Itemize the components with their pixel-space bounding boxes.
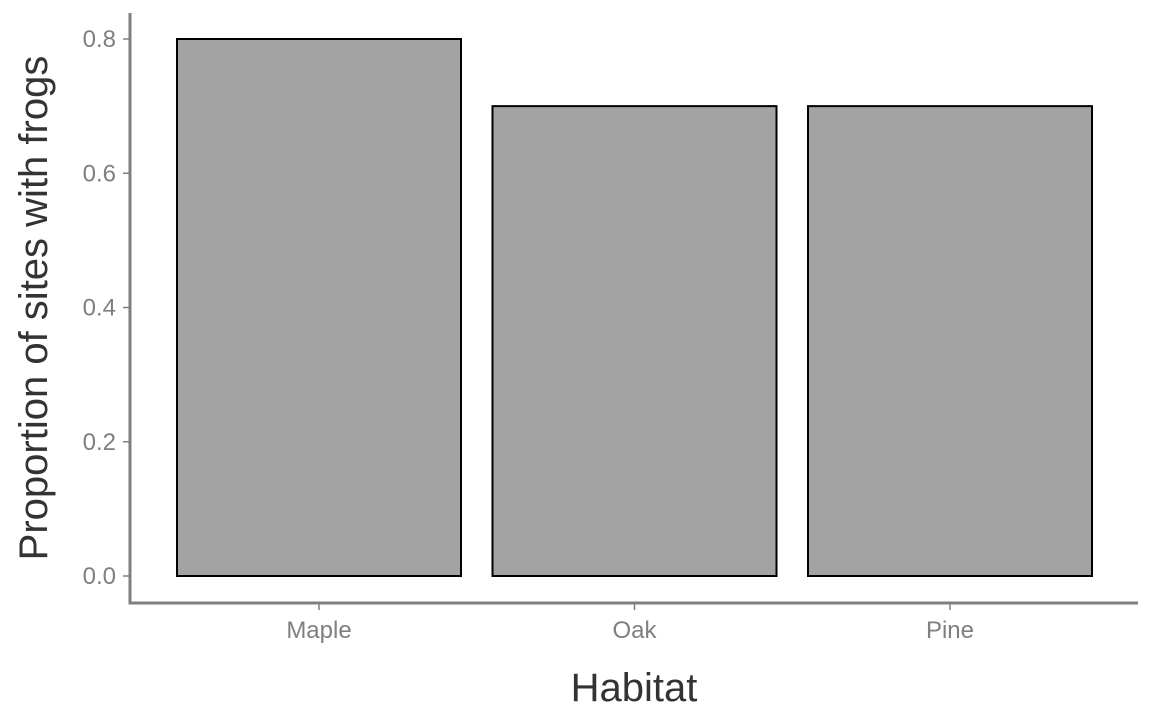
y-tick-label: 0.2 — [83, 429, 116, 456]
bar-oak — [491, 105, 778, 577]
x-axis-title: Habitat — [571, 666, 698, 710]
bar-maple — [176, 38, 462, 577]
y-tick-label: 0.6 — [83, 160, 116, 187]
x-tick-label: Oak — [612, 617, 657, 644]
y-tick-label: 0.4 — [83, 295, 116, 322]
x-axis-ticks: Maple Oak Pine — [286, 603, 974, 644]
y-axis-title: Proportion of sites with frogs — [12, 56, 56, 561]
y-tick-label: 0.8 — [83, 26, 116, 53]
y-axis-ticks: 0.0 0.2 0.4 0.6 0.8 — [83, 26, 130, 590]
x-tick-label: Maple — [286, 617, 351, 644]
x-tick-label: Pine — [926, 617, 974, 644]
bar-pine — [807, 105, 1093, 577]
bars — [176, 38, 1093, 577]
y-tick-label: 0.0 — [83, 563, 116, 590]
